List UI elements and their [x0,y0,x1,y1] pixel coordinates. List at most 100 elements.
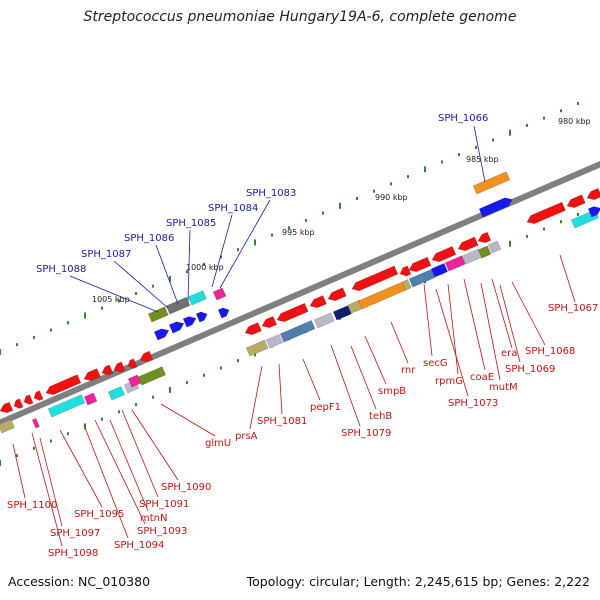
reverse-leader-line [31,432,63,547]
blue-gene-feature [587,206,600,218]
reverse-leader-line [491,278,513,349]
reverse-leader-line [499,284,521,363]
reverse-leader-line [94,419,146,525]
reverse-gene-label: SPH_1100 [7,500,57,511]
red-gene-feature [327,287,347,302]
genome-stats-text: Topology: circular; Length: 2,245,615 bp… [246,574,590,589]
reverse-gene-label: tehB [369,411,392,422]
reverse-leader-line [423,283,433,357]
steel-gene-feature [279,320,316,343]
reverse-gene-label: rnr [401,365,416,376]
forward-gene-label: SPH_1083 [246,188,296,199]
cyan-gene-feature [47,394,86,418]
blue-gene-feature [430,263,448,278]
forward-gene-label: SPH_1084 [208,203,258,214]
blue-gene-feature [195,311,208,323]
reverse-gene-label: SPH_1095 [74,509,124,520]
accession-text: Accession: NC_010380 [8,574,151,589]
reverse-leader-line [463,278,486,371]
reverse-gene-label: SPH_1093 [137,526,187,537]
red-gene-feature [408,256,432,273]
reverse-leader-line [121,409,159,498]
gray-gene-feature [265,334,283,349]
reverse-gene-label: coaE [470,372,494,383]
cyan-gene-feature [187,290,207,306]
forward-leader-line [155,244,179,305]
red-gene-feature [586,188,600,201]
reverse-gene-label: pepF1 [310,402,341,413]
reverse-gene-label: SPH_1091 [139,499,189,510]
reverse-gene-label: mtnN [140,513,167,524]
reverse-gene-label: SPH_1098 [48,548,98,559]
reverse-leader-line [83,424,129,539]
olive-gene-feature [147,306,169,323]
forward-leader-line [187,229,191,302]
reverse-leader-line [59,429,103,508]
reverse-gene-label: rpmG [435,376,463,387]
forward-gene-label: SPH_1088 [36,264,86,275]
reverse-gene-label: SPH_1079 [341,428,391,439]
forward-gene-label: SPH_1085 [166,218,216,229]
forward-gene-label: SPH_1066 [438,113,488,124]
reverse-leader-line [12,443,26,499]
reverse-leader-line [39,437,63,527]
gene-labels: 980 kbp 985 kbp 990 kbp 995 kbp 1000 kbp 1005… [7,113,598,559]
red-gene-feature [33,390,44,401]
reverse-leader-line [109,419,149,512]
gene-features [0,171,600,434]
khaki-gene-feature [401,279,412,291]
red-gene-feature [13,398,24,409]
red-gene-feature [83,368,101,382]
reverse-leader-line [330,344,361,427]
red-gene-feature [351,265,399,292]
red-gene-feature [309,295,327,309]
reverse-gene-label: glmU [205,438,231,449]
reverse-gene-label: SPH_1068 [525,346,575,357]
kbp-label: 980 kbp [558,117,591,126]
navy-gene-feature [332,305,352,321]
reverse-leader-line [447,283,459,375]
map-title: Streptococcus pneumoniae Hungary19A-6, c… [83,9,517,25]
gray-gene-feature [487,240,502,254]
forward-leader-line [219,199,271,289]
label-leaders [12,125,576,547]
gray-gene-feature [313,312,335,329]
steel-gene-feature [408,269,436,288]
reverse-leader-line [302,358,321,401]
blue-gene-feature [153,328,170,341]
kbp-label: 990 kbp [375,193,408,202]
red-gene-feature [0,401,14,414]
forward-leader-line [211,214,233,288]
red-gene-feature [113,361,126,373]
reverse-leader-line [480,282,501,381]
forward-gene-label: SPH_1086 [124,233,174,244]
kbp-label: 1005 kbp [92,295,130,304]
reverse-gene-label: smpB [378,386,406,397]
red-gene-feature [477,231,492,244]
reverse-leader-line [160,403,216,437]
reverse-leader-line [435,288,469,397]
reverse-gene-label: mutM [489,382,518,393]
forward-leader-line [69,275,159,313]
red-gene-feature [566,194,586,209]
red-gene-feature [399,265,412,277]
reverse-gene-label: SPH_1067 [548,303,598,314]
red-gene-feature [45,374,82,396]
reverse-gene-label: SPH_1081 [257,416,307,427]
red-gene-feature [23,394,34,405]
reverse-gene-label: secG [423,358,448,369]
forward-gene-label: SPH_1087 [81,249,131,260]
reverse-gene-label: era [501,348,517,359]
reverse-leader-line [249,365,263,430]
kbp-label: 1000 kbp [186,263,224,272]
kbp-label: 985 kbp [466,155,499,164]
magenta-gene-feature [83,392,98,406]
reverse-leader-line [131,409,179,481]
red-gene-feature [101,364,114,376]
reverse-leader-line [278,363,283,415]
reverse-gene-label: SPH_1073 [448,398,498,409]
magenta-gene-feature [212,287,227,301]
reverse-leader-line [390,321,409,364]
orange-gene-feature [357,281,407,310]
